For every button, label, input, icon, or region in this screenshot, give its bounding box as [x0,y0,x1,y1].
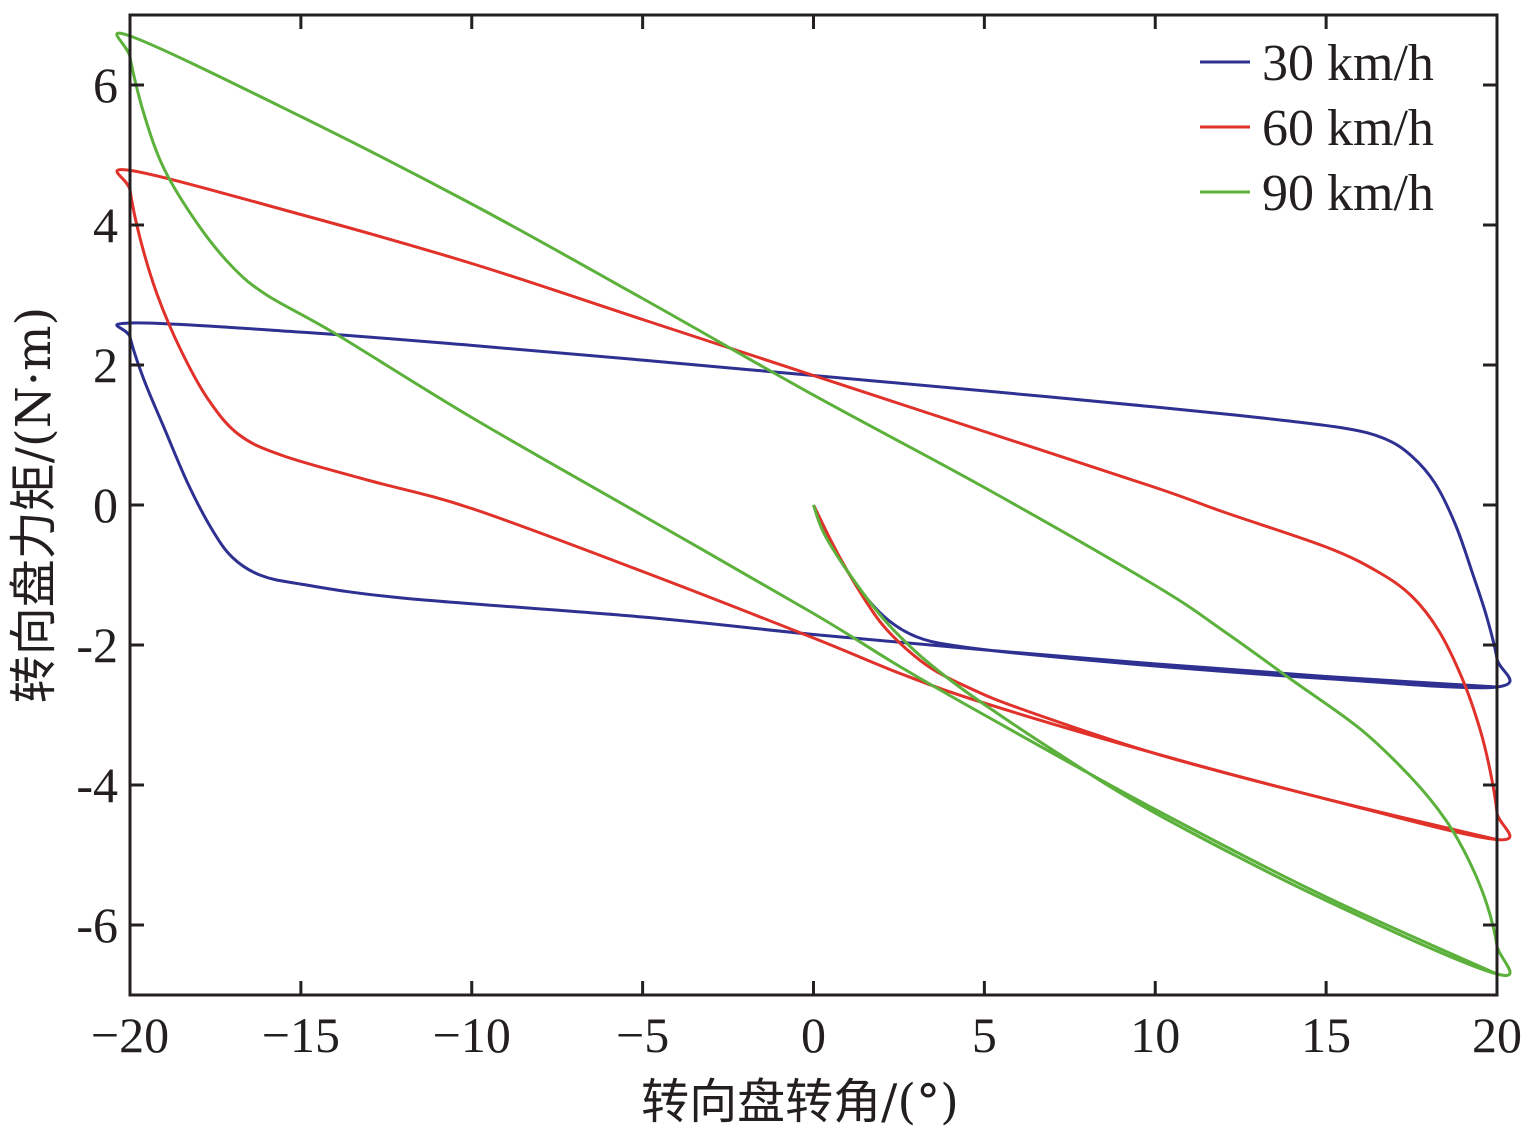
legend-item: 30 km/h [1200,35,1434,92]
series-line-2 [115,168,1512,842]
legend-label: 30 km/h [1262,35,1434,92]
x-tick-label: 10 [1130,1007,1180,1063]
legend-label: 90 km/h [1262,165,1434,222]
x-tick-label: −20 [91,1007,169,1063]
series-line-3 [115,31,1512,977]
y-tick-label: 6 [93,57,118,113]
y-tick-label: -4 [76,757,118,813]
x-tick-label: 15 [1301,1007,1351,1063]
legend-item: 60 km/h [1200,100,1434,157]
x-tick-label: 0 [801,1007,826,1063]
legend-item: 90 km/h [1200,165,1434,222]
x-tick-label: 20 [1472,1007,1522,1063]
y-tick-label: -6 [76,897,118,953]
x-tick-label: 5 [972,1007,997,1063]
series-layer [115,31,1512,977]
x-tick-label: −10 [433,1007,511,1063]
y-tick-label: 0 [93,477,118,533]
x-tick-label: −5 [616,1007,669,1063]
y-tick-label: 2 [93,337,118,393]
y-tick-label: 4 [93,197,118,253]
x-axis-title: 转向盘转角/(°) [641,1074,959,1130]
legend: 30 km/h 60 km/h 90 km/h [1200,35,1434,222]
x-tick-label: −15 [262,1007,340,1063]
y-axis-title: 转向盘力矩/(N·m) [6,307,62,703]
legend-label: 60 km/h [1262,100,1434,157]
y-tick-label: -2 [76,617,118,673]
